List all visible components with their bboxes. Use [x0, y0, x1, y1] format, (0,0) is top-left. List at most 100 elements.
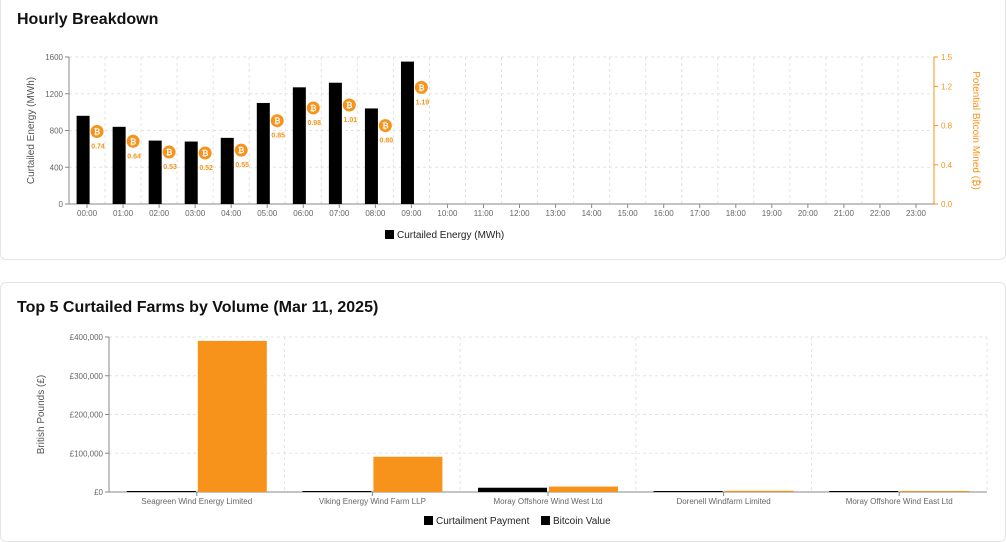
hourly-left-tick-label: 400 — [50, 163, 64, 172]
hourly-x-tick-label: 11:00 — [474, 209, 494, 218]
hourly-bar — [112, 126, 126, 204]
bitcoin-icon: ₿ — [126, 134, 140, 148]
farms-y-tick-label: £200,000 — [70, 411, 104, 420]
hourly-left-axis-title: Curtailed Energy (MWh) — [26, 77, 37, 184]
bitcoin-icon-glyph: ₿ — [202, 149, 209, 158]
farms-x-tick-label: Dorenell Windfarm Limited — [676, 497, 770, 506]
hourly-x-tick-label: 00:00 — [77, 209, 98, 218]
farms-legend-label-bitcoin: Bitcoin Value — [553, 516, 611, 527]
hourly-x-tick-label: 02:00 — [149, 209, 170, 218]
hourly-bar — [400, 61, 414, 204]
farms-payment-bar — [653, 491, 723, 492]
hourly-x-tick-label: 07:00 — [329, 209, 350, 218]
bitcoin-icon: ₿ — [414, 80, 428, 94]
bitcoin-icon: ₿ — [198, 146, 212, 160]
hourly-x-tick-label: 01:00 — [113, 209, 134, 218]
bitcoin-value-label: 1.01 — [344, 117, 358, 124]
hourly-bar — [328, 82, 342, 204]
hourly-bar — [148, 140, 162, 204]
hourly-left-tick-label: 800 — [50, 127, 64, 136]
bitcoin-value-label: 0.85 — [271, 133, 285, 140]
bitcoin-icon-glyph: ₿ — [130, 137, 137, 146]
bitcoin-value-label: 0.80 — [380, 138, 394, 145]
bitcoin-icon: ₿ — [306, 101, 320, 115]
farms-payment-bar — [478, 487, 547, 492]
bitcoin-icon-glyph: ₿ — [274, 117, 281, 126]
hourly-grid — [68, 56, 935, 205]
hourly-left-tick-label: 1600 — [45, 53, 63, 62]
hourly-breakdown-card: Hourly Breakdown 0 400 800 1200 1600 0.0 0.4 0.… — [0, 0, 1006, 260]
hourly-bar — [184, 141, 198, 204]
hourly-legend-label: Curtailed Energy (MWh) — [397, 230, 504, 241]
hourly-x-tick-label: 17:00 — [690, 209, 711, 218]
bitcoin-icon-glyph: ₿ — [94, 127, 101, 136]
bitcoin-icon: ₿ — [162, 145, 176, 159]
hourly-x-tick-label: 18:00 — [726, 209, 747, 218]
hourly-breakdown-title: Hourly Breakdown — [17, 11, 159, 28]
hourly-breakdown-chart: 0 400 800 1200 1600 0.0 0.4 0.8 1.2 1.5 00:00 01:00… — [26, 53, 982, 241]
hourly-x-tick-label: 05:00 — [257, 209, 278, 218]
bitcoin-icon-circle — [234, 143, 248, 157]
hourly-bar — [364, 108, 378, 204]
farms-payment-bar — [302, 491, 372, 492]
hourly-x-tick-label: 09:00 — [401, 209, 422, 218]
farms-payment-bar — [829, 491, 899, 492]
hourly-left-tick-label: 1200 — [45, 90, 63, 99]
hourly-x-tick-label: 14:00 — [582, 209, 603, 218]
hourly-x-tick-label: 23:00 — [906, 209, 927, 218]
hourly-bar — [220, 137, 234, 204]
hourly-x-tick-label: 19:00 — [762, 209, 783, 218]
hourly-bar — [76, 115, 90, 204]
bitcoin-value-label: 0.74 — [91, 143, 105, 150]
bitcoin-value-label: 1.19 — [416, 99, 430, 106]
farms-bitcoin-bar — [724, 490, 794, 492]
farms-y-tick-label: £300,000 — [70, 372, 104, 381]
bitcoin-icon-circle — [342, 98, 356, 112]
farms-legend-swatch-payment — [424, 516, 433, 525]
hourly-right-axis-title: Potential Bitcoin Mined (₿) — [970, 71, 982, 190]
farms-bitcoin-bar — [373, 456, 443, 492]
bitcoin-icon-circle — [306, 101, 320, 115]
hourly-x-tick-label: 04:00 — [221, 209, 242, 218]
farms-y-tick-label: £400,000 — [70, 333, 104, 342]
hourly-x-tick-label: 15:00 — [618, 209, 639, 218]
bitcoin-icon-circle — [162, 145, 176, 159]
farms-legend: Curtailment Payment Bitcoin Value — [424, 516, 611, 527]
bitcoin-icon-glyph: ₿ — [166, 148, 173, 157]
hourly-x-tick-label: 03:00 — [185, 209, 206, 218]
hourly-x-tick-label: 21:00 — [834, 209, 855, 218]
hourly-right-tick-label: 0.4 — [941, 161, 953, 170]
farms-x-tick-label: Viking Energy Wind Farm LLP — [319, 497, 426, 506]
bitcoin-icon-circle — [90, 124, 104, 138]
farms-legend-label-payment: Curtailment Payment — [436, 516, 530, 527]
bitcoin-icon-circle — [198, 146, 212, 160]
bitcoin-icon-circle — [126, 134, 140, 148]
farms-y-tick-label: £0 — [94, 488, 103, 497]
farms-y-axis-title: British Pounds (£) — [36, 375, 47, 454]
bitcoin-icon-glyph: ₿ — [418, 83, 425, 92]
farms-bitcoin-bar — [197, 340, 267, 492]
farms-bitcoin-bar — [549, 486, 618, 492]
hourly-legend-swatch — [385, 230, 394, 239]
farms-bitcoin-bar — [900, 491, 970, 492]
bitcoin-icon-circle — [270, 114, 284, 128]
hourly-right-tick-label: 1.5 — [941, 53, 953, 62]
hourly-legend: Curtailed Energy (MWh) — [385, 230, 504, 241]
top-farms-card: Top 5 Curtailed Farms by Volume (Mar 11,… — [0, 282, 1006, 542]
hourly-x-tick-label: 12:00 — [510, 209, 531, 218]
bitcoin-value-label: 0.98 — [307, 120, 321, 127]
bitcoin-icon-circle — [378, 119, 392, 133]
hourly-left-tick-label: 0 — [59, 200, 64, 209]
bitcoin-icon: ₿ — [234, 143, 248, 157]
bitcoin-icon-glyph: ₿ — [346, 101, 353, 110]
hourly-x-tick-label: 06:00 — [293, 209, 314, 218]
bitcoin-icon: ₿ — [270, 114, 284, 128]
hourly-x-tick-label: 16:00 — [654, 209, 675, 218]
farms-x-tick-label: Seagreen Wind Energy Limited — [141, 497, 252, 506]
hourly-x-tick-label: 10:00 — [437, 209, 458, 218]
hourly-x-tick-label: 20:00 — [798, 209, 819, 218]
bitcoin-value-label: 0.64 — [127, 153, 141, 160]
hourly-right-tick-label: 0.8 — [941, 122, 953, 131]
bitcoin-value-label: 0.53 — [163, 164, 177, 171]
bitcoin-icon-glyph: ₿ — [310, 104, 317, 113]
